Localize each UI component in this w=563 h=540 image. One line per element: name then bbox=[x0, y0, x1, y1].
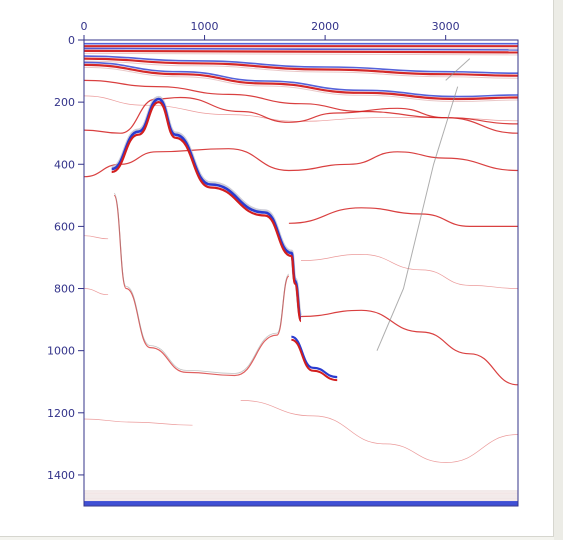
horizon-trough bbox=[84, 61, 518, 98]
y-tick-label: 1400 bbox=[47, 469, 75, 482]
y-tick-label: 0 bbox=[68, 34, 75, 47]
horizon bbox=[84, 61, 518, 103]
fault-line bbox=[376, 86, 459, 351]
x-tick-label: 1000 bbox=[191, 20, 219, 33]
x-axis: 0 1000 2000 3000 bbox=[81, 20, 460, 40]
horizon-peak bbox=[300, 309, 518, 386]
y-tick-label: 200 bbox=[54, 96, 75, 109]
horizon-peak bbox=[84, 288, 109, 296]
horizon-sidelobe bbox=[84, 60, 518, 79]
horizon-peak bbox=[84, 418, 193, 426]
horizon-trough bbox=[84, 47, 518, 51]
horizon bbox=[288, 207, 518, 228]
horizon-peak bbox=[84, 63, 518, 101]
horizon bbox=[84, 55, 518, 79]
horizon-peak bbox=[84, 57, 518, 77]
horizon-trough bbox=[84, 55, 518, 74]
plot-border bbox=[83, 39, 519, 507]
horizon-peak bbox=[300, 254, 518, 289]
window-edge bbox=[554, 0, 563, 540]
horizon bbox=[240, 400, 518, 463]
horizon-peak bbox=[84, 235, 109, 240]
horizon bbox=[84, 288, 109, 296]
x-tick-label: 3000 bbox=[432, 20, 460, 33]
salt-flank-trough bbox=[291, 335, 338, 379]
horizon bbox=[300, 309, 518, 386]
horizon-peak bbox=[288, 207, 518, 228]
horizon-peak bbox=[84, 96, 518, 134]
y-axis: 0 200 400 600 800 1000 1200 1400 bbox=[47, 34, 84, 482]
salt-body bbox=[111, 95, 338, 382]
salt-flank-peak bbox=[291, 338, 338, 382]
horizon-sidelobe bbox=[84, 66, 518, 103]
horizon bbox=[84, 235, 109, 240]
salt-base-shadow bbox=[113, 192, 290, 374]
section-data bbox=[84, 42, 518, 506]
horizon-sidelobe bbox=[84, 52, 518, 56]
salt-top-peak bbox=[111, 100, 303, 323]
y-tick-label: 400 bbox=[54, 158, 75, 171]
horizon bbox=[84, 96, 518, 134]
x-tick-label: 0 bbox=[81, 20, 88, 33]
x-tick-label: 2000 bbox=[311, 20, 339, 33]
horizon bbox=[84, 418, 193, 426]
fault-line bbox=[445, 58, 471, 81]
y-tick-label: 800 bbox=[54, 283, 75, 296]
horizon bbox=[84, 47, 518, 56]
horizon-peak bbox=[84, 49, 518, 54]
horizon-peak bbox=[240, 400, 518, 463]
y-tick-label: 600 bbox=[54, 220, 75, 233]
y-tick-label: 1000 bbox=[47, 345, 75, 358]
horizon bbox=[300, 254, 518, 289]
salt-base bbox=[113, 194, 290, 377]
y-tick-label: 1200 bbox=[47, 407, 75, 420]
